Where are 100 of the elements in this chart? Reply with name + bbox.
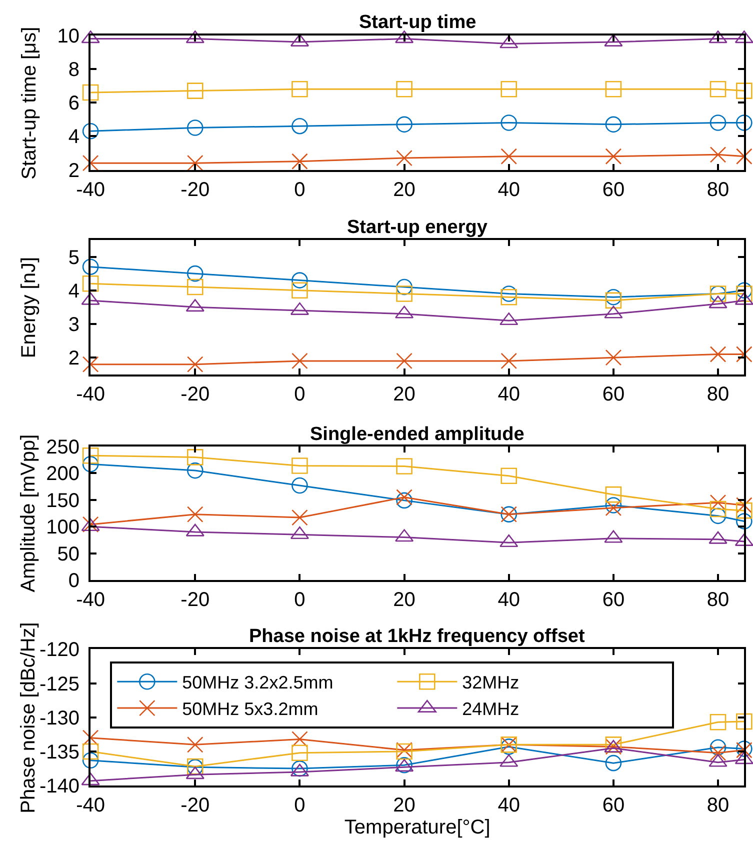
point bbox=[736, 114, 752, 131]
x-tick-label: -20 bbox=[180, 178, 210, 201]
point bbox=[82, 258, 99, 275]
point bbox=[500, 468, 518, 484]
chart-title: Single-ended amplitude bbox=[310, 424, 524, 445]
x-tick-label: 60 bbox=[602, 794, 625, 817]
chart-title: Start-up time bbox=[359, 12, 476, 33]
point bbox=[82, 154, 99, 172]
point bbox=[710, 80, 726, 98]
point bbox=[292, 352, 308, 370]
legend-label: 32MHz bbox=[462, 672, 520, 693]
y-tick-label: 4 bbox=[68, 280, 80, 302]
x-tick-label: -20 bbox=[180, 589, 210, 611]
x-tick-label: 40 bbox=[498, 178, 520, 201]
point bbox=[736, 502, 752, 519]
point bbox=[186, 120, 204, 136]
point bbox=[82, 752, 99, 768]
y-axis-title: Start-up time [μs] bbox=[18, 26, 40, 180]
x-tick-label: 40 bbox=[498, 794, 520, 817]
point bbox=[82, 122, 99, 140]
y-tick-label: 3 bbox=[68, 314, 80, 336]
point bbox=[710, 508, 726, 524]
point bbox=[710, 494, 726, 511]
point bbox=[186, 356, 204, 372]
x-tick-label: 40 bbox=[498, 589, 520, 611]
point bbox=[396, 492, 412, 509]
point bbox=[82, 456, 99, 472]
x-tick-label: 60 bbox=[602, 178, 625, 201]
point bbox=[292, 458, 308, 474]
point bbox=[292, 760, 308, 777]
x-tick-label: -20 bbox=[180, 794, 210, 817]
legend-label: 50MHz 3.2x2.5mm bbox=[182, 672, 334, 693]
point bbox=[186, 506, 204, 522]
x-tick-label: 0 bbox=[294, 589, 306, 611]
chart-title: Start-up energy bbox=[347, 217, 488, 238]
point bbox=[500, 352, 518, 370]
y-tick-label: -135 bbox=[40, 741, 80, 764]
point bbox=[396, 80, 412, 98]
point bbox=[736, 148, 752, 165]
point bbox=[82, 276, 99, 292]
point bbox=[605, 497, 622, 514]
point bbox=[186, 265, 204, 282]
y-tick-label: 10 bbox=[57, 25, 80, 48]
point bbox=[736, 513, 752, 530]
point bbox=[605, 288, 622, 306]
y-tick-label: -120 bbox=[40, 639, 80, 662]
x-tick-label: 80 bbox=[706, 383, 730, 406]
point bbox=[186, 278, 204, 296]
y-tick-label: 100 bbox=[46, 516, 80, 539]
point bbox=[734, 30, 753, 44]
chart-title: Phase noise at 1kHz frequency offset bbox=[249, 626, 586, 647]
point bbox=[710, 500, 726, 518]
point bbox=[710, 739, 726, 756]
x-tick-label: 40 bbox=[498, 383, 520, 406]
legend-label: 50MHz 5x3.2mm bbox=[182, 699, 318, 720]
point bbox=[186, 82, 204, 99]
point bbox=[396, 150, 412, 166]
point bbox=[396, 116, 412, 133]
point bbox=[82, 84, 99, 101]
x-tick-label: 80 bbox=[706, 589, 730, 611]
point bbox=[82, 730, 99, 746]
y-tick-label: 200 bbox=[46, 463, 80, 486]
point bbox=[82, 356, 99, 372]
x-tick-label: 20 bbox=[393, 178, 416, 201]
x-tick-label: 20 bbox=[393, 589, 416, 611]
point bbox=[736, 713, 752, 730]
y-axis-title: Energy [nJ] bbox=[18, 256, 40, 358]
point bbox=[736, 497, 752, 514]
point bbox=[710, 744, 726, 761]
x-tick-label: 60 bbox=[602, 589, 625, 611]
x-tick-label: 0 bbox=[294, 794, 306, 817]
legend-label: 24MHz bbox=[462, 699, 520, 720]
x-tick-label: 0 bbox=[294, 178, 306, 201]
y-tick-label: -130 bbox=[40, 707, 80, 730]
point bbox=[292, 80, 308, 98]
point bbox=[292, 282, 308, 299]
point bbox=[710, 146, 726, 163]
point bbox=[186, 736, 204, 753]
x-tick-label: -40 bbox=[76, 383, 106, 406]
y-tick-label: 2 bbox=[68, 348, 80, 370]
point bbox=[292, 272, 308, 288]
point bbox=[396, 458, 412, 474]
point bbox=[292, 153, 308, 170]
point bbox=[396, 352, 412, 370]
point bbox=[710, 114, 726, 131]
point bbox=[82, 743, 99, 760]
point bbox=[82, 447, 99, 464]
point bbox=[500, 534, 518, 548]
y-axis-title: Phase noise [dBc/Hz] bbox=[18, 622, 40, 814]
point bbox=[186, 462, 204, 479]
x-tick-label: 20 bbox=[393, 383, 416, 406]
y-tick-label: -125 bbox=[40, 673, 80, 696]
point bbox=[736, 346, 752, 362]
point bbox=[605, 754, 622, 772]
y-tick-label: 6 bbox=[68, 92, 80, 115]
x-axis-title: Temperature[°C] bbox=[344, 816, 490, 839]
point bbox=[500, 114, 518, 131]
point bbox=[605, 486, 622, 503]
y-tick-label: 150 bbox=[46, 490, 80, 512]
x-tick-label: 80 bbox=[706, 794, 730, 817]
